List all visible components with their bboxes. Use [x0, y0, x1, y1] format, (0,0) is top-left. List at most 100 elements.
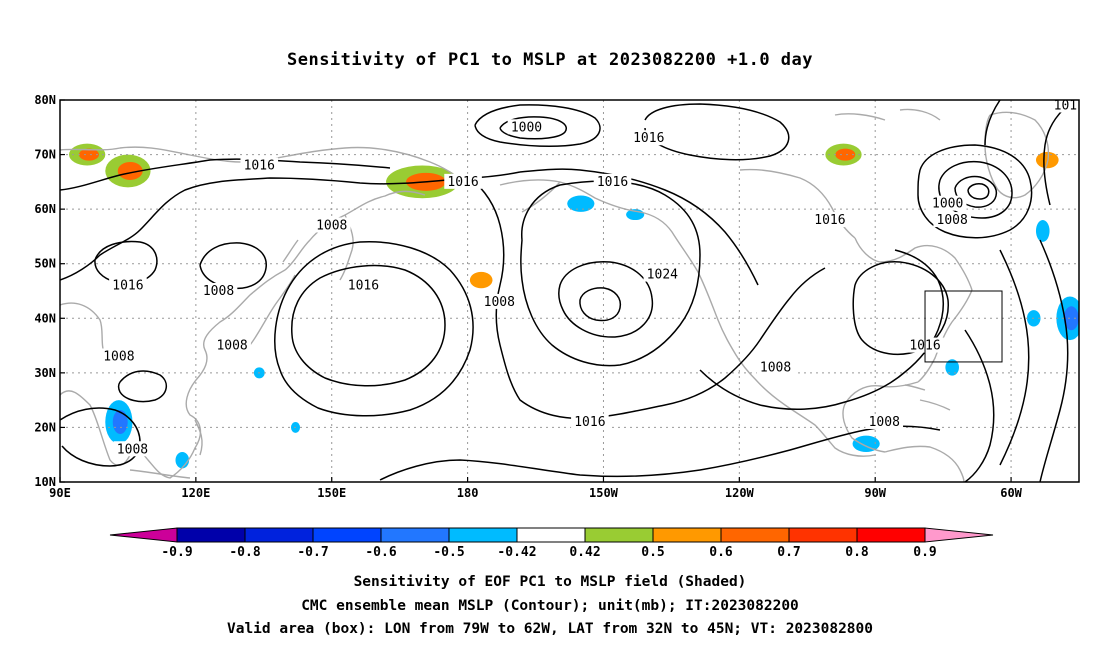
contour-label: 1016 [633, 131, 664, 146]
colorbar-label: 0.5 [641, 545, 664, 560]
colorbar-label: -0.9 [161, 545, 192, 560]
colorbar-swatch [516, 527, 586, 543]
colorbar-label: -0.5 [433, 545, 464, 560]
colorbar-swatch [380, 527, 450, 543]
lat-tick-label: 60N [34, 202, 56, 216]
lat-tick-label: 70N [34, 148, 56, 162]
sensitivity-core [1039, 224, 1048, 237]
contour-label: 1024 [647, 268, 678, 283]
contour-label: 1008 [117, 442, 148, 457]
sensitivity-core [179, 455, 187, 465]
lon-tick-label: 90E [49, 486, 71, 500]
contour-label: 1016 [574, 415, 605, 430]
colorbar-swatch [584, 527, 654, 543]
contour-label: 1016 [348, 279, 379, 294]
contour-label: 1008 [203, 284, 234, 299]
colorbar-swatch [720, 527, 790, 543]
contour-label: 1000 [932, 197, 963, 212]
sensitivity-core [574, 199, 590, 209]
map-frame [59, 99, 1080, 483]
lat-tick-label: 40N [34, 311, 56, 325]
sensitivity-core [835, 148, 856, 161]
lon-tick-label: 90W [864, 486, 886, 500]
colorbar-swatch [448, 527, 518, 543]
contour-label-bg [312, 217, 351, 233]
contour-label: 1008 [869, 415, 900, 430]
colorbar-label: 0.6 [709, 545, 733, 560]
contour-label-bg [756, 359, 795, 375]
lat-tick-label: 30N [34, 366, 56, 380]
contour-label-bg [629, 130, 668, 146]
contour-label-bg [643, 266, 682, 282]
sensitivity-core [631, 211, 642, 218]
sensitivity-core [1030, 313, 1039, 323]
contour-label-bg [240, 157, 279, 173]
colorbar-arrow-right [924, 527, 994, 543]
colorbar-label: -0.6 [365, 545, 396, 560]
contour-label-bg [571, 413, 609, 429]
contour-label-bg [507, 119, 546, 135]
contour-label-bg [344, 277, 383, 293]
axis-ticks: 90E 120E 150E 180 150W 120W 90W 60W 10N 20N 30N 40N… [34, 93, 1022, 500]
contour-label-bg [865, 413, 904, 429]
colorbar-label: 0.42 [569, 545, 600, 560]
contour-label-bg [109, 277, 147, 293]
lat-tick-label: 20N [34, 420, 56, 434]
valid-area-rect [924, 290, 1003, 363]
colorbar-swatch [176, 527, 246, 543]
colorbar-label: -0.7 [297, 545, 328, 560]
colorbar-swatch [856, 527, 926, 543]
lat-tick-label: 50N [34, 257, 56, 271]
lon-tick-label: 180 [457, 486, 479, 500]
colorbar-label: -0.8 [229, 545, 260, 560]
colorbar-label: 0.8 [845, 545, 869, 560]
colorbar-label: 0.9 [913, 545, 936, 560]
contour-label-bg [444, 173, 482, 189]
colorbar-arrow-left [109, 527, 178, 543]
footer-line-2: CMC ensemble mean MSLP (Contour); unit(m… [301, 598, 799, 614]
contour-label-bg [811, 212, 849, 228]
sensitivity-core [476, 275, 489, 285]
colorbar-swatch [652, 527, 722, 543]
contour-label: 1008 [760, 360, 791, 375]
contour-label: 1008 [937, 213, 968, 228]
contour-label: 1008 [216, 339, 247, 354]
contour-label: 1008 [484, 295, 515, 310]
sensitivity-core [79, 148, 99, 161]
contour-label-bg [480, 293, 519, 309]
contour-label: 1016 [814, 213, 845, 228]
contour-label: 1016 [112, 279, 143, 294]
contour-label: 1008 [103, 349, 134, 364]
contour-label: 101 [1054, 98, 1077, 113]
colorbar-swatch [244, 527, 314, 543]
footer-line-1: Sensitivity of EOF PC1 to MSLP field (Sh… [353, 574, 747, 590]
colorbar: -0.9 -0.8 -0.7 -0.6 -0.5 -0.42 0.42 0.5 0.6 0.7 0.… [109, 527, 994, 560]
contour-label-bg [113, 441, 152, 457]
contour-label-bg [593, 173, 632, 189]
lon-tick-label: 150E [317, 486, 346, 500]
lon-tick-label: 60W [1000, 486, 1022, 500]
contour-label: 1016 [447, 175, 478, 190]
contour-label-bg [933, 212, 971, 228]
footer-line-3: Valid area (box): LON from 79W to 62W, L… [226, 621, 873, 637]
lat-tick-label: 10N [34, 475, 56, 489]
lon-tick-label: 150W [589, 486, 619, 500]
sensitivity-core [949, 362, 957, 372]
sensitivity-core [1063, 306, 1079, 331]
colorbar-swatch [312, 527, 382, 543]
map-title: Sensitivity of PC1 to MSLP at 2023082200… [286, 50, 813, 70]
colorbar-swatch [788, 527, 858, 543]
lon-tick-label: 120E [181, 486, 210, 500]
colorbar-label: 0.7 [777, 545, 800, 560]
colorbar-label: -0.42 [497, 545, 536, 560]
contour-label-bg [928, 195, 967, 211]
contour-label: 1000 [511, 120, 542, 135]
lon-tick-label: 120W [725, 486, 755, 500]
sensitivity-core [117, 161, 143, 180]
contour-label-bg [199, 283, 238, 298]
valid-area-box [924, 290, 1003, 363]
contour-label: 1016 [597, 175, 628, 190]
